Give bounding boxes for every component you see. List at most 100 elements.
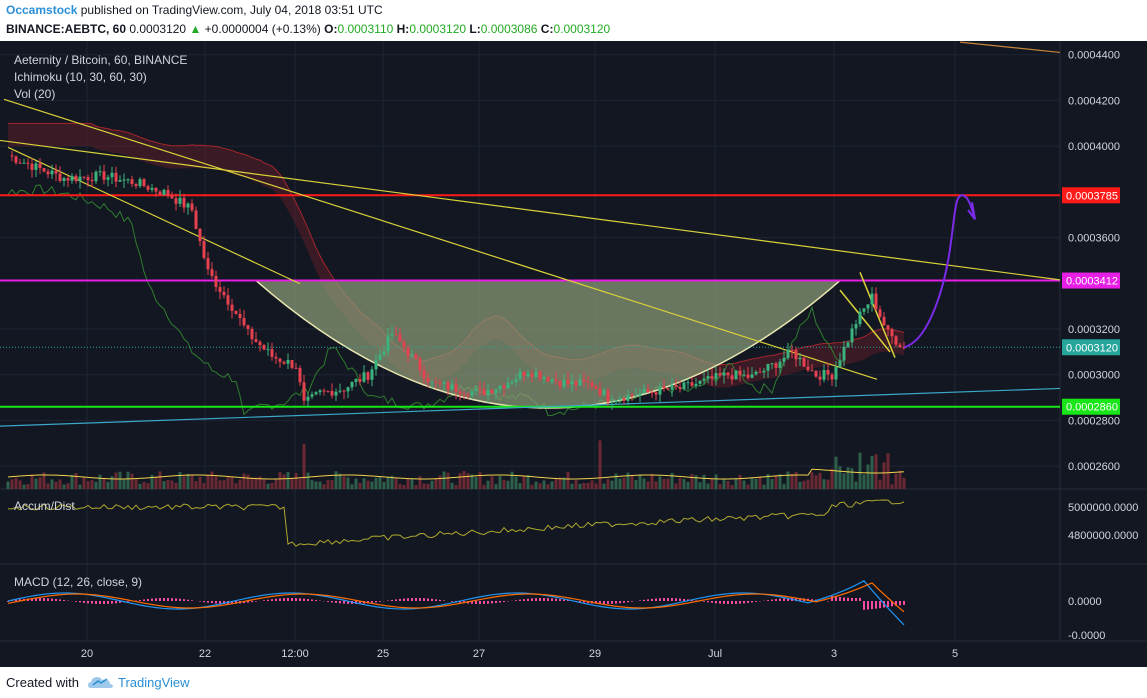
- candle-body-127: [514, 379, 518, 383]
- chart-area[interactable]: 0.0004400 0.0004200 0.0004000 0.0003600 0.00…: [0, 41, 1147, 667]
- time-axis-label-4: 27: [473, 648, 485, 660]
- volume-bar-64: [262, 479, 266, 489]
- macd-legend[interactable]: MACD (12, 26, close, 9): [14, 575, 143, 589]
- price-tag-2: 0.0003120: [1066, 342, 1118, 354]
- candle-body-212: [854, 324, 858, 329]
- volume-legend[interactable]: Vol (20): [14, 87, 56, 101]
- candle-body-129: [522, 371, 526, 377]
- volume-bar-151: [610, 480, 614, 489]
- handle-line-2: [839, 289, 891, 353]
- macd-hist-106: [431, 598, 433, 601]
- volume-bar-193: [778, 474, 782, 489]
- macd-hist-191: [771, 599, 773, 601]
- candle-body-57: [234, 310, 238, 314]
- macd-hist-192: [775, 599, 777, 601]
- macd-hist-177: [715, 601, 717, 604]
- macd-hist-159: [643, 599, 645, 601]
- candle-body-208: [838, 360, 842, 368]
- close-value: 0.0003120: [553, 22, 611, 36]
- macd-hist-160: [647, 599, 649, 601]
- volume-bar-223: [898, 470, 902, 489]
- volume-bar-127: [514, 476, 518, 489]
- macd-hist-44: [183, 599, 185, 601]
- candle-body-82: [334, 391, 338, 396]
- volume-bar-96: [390, 475, 394, 489]
- candle-body-15: [66, 178, 70, 181]
- time-axis-label-5: 29: [589, 648, 601, 660]
- last-price: 0.0003120: [129, 22, 187, 36]
- macd-hist-120: [487, 601, 489, 604]
- macd-hist-186: [751, 601, 753, 603]
- macd-hist-21: [91, 601, 93, 604]
- macd-hist-201: [811, 599, 813, 601]
- volume-bar-183: [738, 474, 742, 489]
- candle-body-110: [446, 382, 450, 390]
- time-axis-label-3: 25: [377, 648, 389, 660]
- volume-bar-165: [666, 478, 670, 489]
- low-label: L:: [469, 22, 481, 36]
- candle-body-172: [694, 383, 698, 386]
- volume-bar-106: [430, 480, 434, 489]
- ichimoku-legend[interactable]: Ichimoku (10, 30, 60, 30): [14, 70, 147, 84]
- candle-body-37: [154, 187, 158, 192]
- candle-body-55: [226, 295, 230, 305]
- candle-body-186: [750, 374, 754, 378]
- macd-hist-11: [51, 598, 53, 601]
- macd-hist-119: [483, 601, 485, 604]
- volume-bar-49: [202, 483, 206, 489]
- macd-hist-180: [727, 601, 729, 604]
- volume-bar-91: [370, 481, 374, 489]
- volume-bar-174: [702, 474, 706, 489]
- volume-bar-155: [626, 472, 630, 489]
- volume-bar-145: [586, 482, 590, 489]
- volume-bar-130: [526, 475, 530, 489]
- volume-bar-119: [482, 484, 486, 489]
- candle-body-36: [150, 187, 154, 190]
- candle-body-63: [258, 341, 262, 346]
- tradingview-link[interactable]: TradingView: [118, 675, 190, 690]
- macd-hist-138: [559, 599, 561, 601]
- macd-hist-30: [127, 601, 129, 602]
- tradingview-logo-icon[interactable]: [88, 674, 114, 690]
- candle-body-11: [50, 170, 54, 175]
- macd-hist-195: [787, 598, 789, 601]
- candle-body-56: [230, 304, 234, 311]
- candle-body-150: [606, 390, 610, 402]
- macd-hist-140: [567, 600, 569, 601]
- candle-body-64: [262, 345, 266, 350]
- volume-bar-14: [62, 484, 66, 489]
- candle-body-173: [698, 380, 702, 384]
- volume-bar-89: [362, 478, 366, 489]
- candle-body-165: [666, 388, 670, 390]
- macd-hist-65: [267, 599, 269, 601]
- candle-body-214: [862, 308, 866, 312]
- author-link[interactable]: Occamstock: [6, 3, 78, 17]
- macd-hist-208: [839, 597, 841, 601]
- candle-body-106: [430, 381, 434, 383]
- volume-bar-28: [118, 471, 122, 489]
- accum-dist-legend[interactable]: Accum/Dist: [14, 499, 75, 513]
- volume-bar-46: [190, 475, 194, 489]
- volume-bar-57: [234, 483, 238, 489]
- candle-body-14: [62, 178, 66, 181]
- candle-body-93: [378, 354, 382, 361]
- volume-bar-122: [494, 484, 498, 489]
- volume-bar-207: [834, 456, 838, 489]
- macd-hist-184: [743, 601, 745, 604]
- candle-body-95: [386, 335, 390, 352]
- candle-body-188: [758, 371, 762, 373]
- candle-body-215: [866, 304, 870, 309]
- volume-bar-58: [238, 479, 242, 489]
- chart-canvas[interactable]: 0.0004400 0.0004200 0.0004000 0.0003600 0.00…: [0, 41, 1147, 667]
- macd-hist-154: [623, 601, 625, 603]
- candle-body-147: [594, 386, 598, 389]
- volume-bar-11: [50, 479, 54, 489]
- volume-bar-159: [642, 478, 646, 489]
- volume-bar-25: [106, 481, 110, 489]
- volume-bar-16: [70, 474, 74, 489]
- candle-body-166: [670, 385, 674, 390]
- candle-body-203: [818, 376, 822, 380]
- volume-bar-78: [318, 481, 322, 489]
- macd-hist-181: [731, 601, 733, 604]
- price-tag-bg-0: [1062, 187, 1120, 204]
